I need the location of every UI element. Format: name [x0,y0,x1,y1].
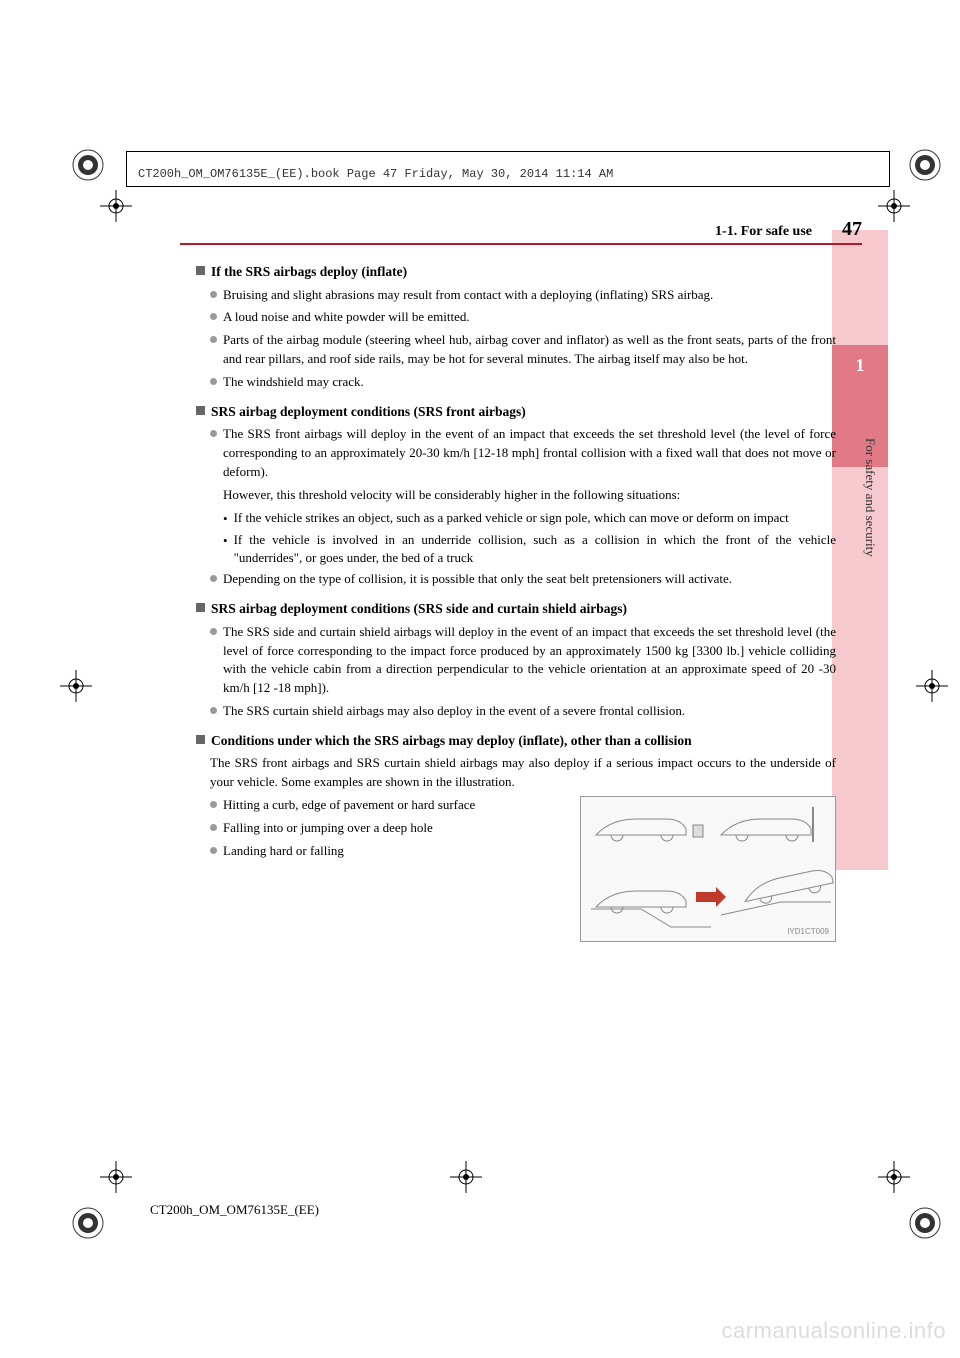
sub-bullet-icon: • [223,510,228,529]
sub-bullet-icon: • [223,532,228,551]
cross-mark [878,190,910,227]
cross-mark [916,670,948,707]
illustration-code: IYD1CT009 [787,926,829,938]
chapter-tab: 1 [832,345,888,467]
section-breadcrumb: 1-1. For safe use [715,224,812,240]
body-text: The SRS curtain shield airbags may also … [223,702,836,721]
section-marker-icon [196,735,205,744]
body-text: Landing hard or falling [223,842,566,861]
page-content: If the SRS airbags deploy (inflate) Brui… [196,260,836,942]
chapter-tab-label: For safety and security [862,438,878,557]
body-text: Falling into or jumping over a deep hole [223,819,566,838]
bullet-icon [210,575,217,582]
cross-mark [100,1161,132,1198]
cross-mark [878,1161,910,1198]
body-text: However, this threshold velocity will be… [223,486,836,505]
bullet-icon [210,628,217,635]
body-text: The SRS side and curtain shield airbags … [223,623,836,698]
print-mark-top-left [68,145,108,185]
section-marker-icon [196,603,205,612]
print-mark-bottom-right [905,1203,945,1243]
bullet-icon [210,824,217,831]
body-text: If the vehicle strikes an object, such a… [234,509,836,528]
cross-mark [450,1161,482,1198]
section-title: Conditions under which the SRS airbags m… [211,731,692,751]
body-text: If the vehicle is involved in an underri… [234,531,836,569]
body-text: The SRS front airbags and SRS curtain sh… [210,754,836,792]
bullet-icon [210,847,217,854]
footer-document-code: CT200h_OM_OM76135E_(EE) [150,1202,319,1218]
section-title: If the SRS airbags deploy (inflate) [211,262,407,282]
bullet-icon [210,291,217,298]
illustration-airbag-scenarios: IYD1CT009 [580,796,836,942]
section-marker-icon [196,406,205,415]
page-number: 47 [842,218,862,241]
bullet-icon [210,430,217,437]
cross-mark [100,190,132,227]
body-text: The windshield may crack. [223,373,836,392]
watermark: carmanualsonline.info [721,1318,946,1344]
body-text: A loud noise and white powder will be em… [223,308,836,327]
body-text: Parts of the airbag module (steering whe… [223,331,836,369]
body-text: Hitting a curb, edge of pavement or hard… [223,796,566,815]
bullet-icon [210,801,217,808]
bullet-icon [210,336,217,343]
section-marker-icon [196,266,205,275]
body-text: Bruising and slight abrasions may result… [223,286,836,305]
header-rule [180,243,862,245]
body-text: Depending on the type of collision, it i… [223,570,836,589]
chapter-number: 1 [856,355,865,376]
section-title: SRS airbag deployment conditions (SRS fr… [211,402,526,422]
print-header-text: CT200h_OM_OM76135E_(EE).book Page 47 Fri… [138,167,613,181]
page-header: 1-1. For safe use 47 [190,218,862,241]
chapter-tab-background [832,230,888,870]
bullet-icon [210,707,217,714]
section-title: SRS airbag deployment conditions (SRS si… [211,599,627,619]
bullet-icon [210,378,217,385]
print-mark-bottom-left [68,1203,108,1243]
cross-mark [60,670,92,707]
print-mark-top-right [905,145,945,185]
body-text: The SRS front airbags will deploy in the… [223,425,836,482]
bullet-icon [210,313,217,320]
